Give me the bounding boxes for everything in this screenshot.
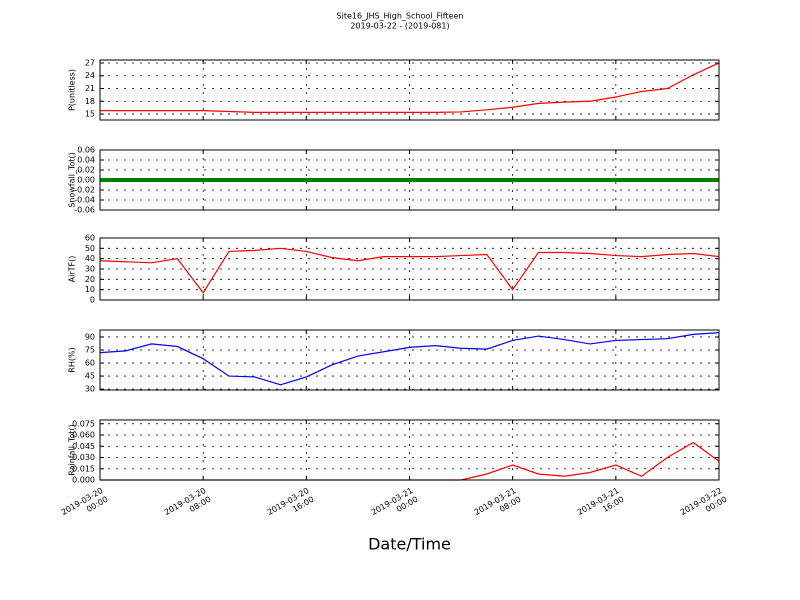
y-tick-label: -0.06 [74, 206, 95, 215]
y-tick-label: 0.000 [72, 476, 95, 485]
y-axis-label: Rainfall_Tot() [68, 424, 77, 476]
y-tick-label: 15 [85, 110, 95, 119]
data-line [99, 247, 720, 294]
y-axis-label: AirTF() [68, 256, 77, 283]
y-tick-label: 45 [85, 372, 95, 381]
y-tick-label: 0.030 [72, 453, 95, 462]
y-tick-label: -0.04 [74, 196, 95, 205]
y-tick-label: 0.04 [77, 156, 95, 165]
y-tick-label: 30 [85, 385, 95, 394]
y-axis-label: RH(%) [68, 347, 77, 372]
y-tick-label: 50 [85, 244, 95, 253]
y-tick-label: 0.02 [77, 166, 95, 175]
axes-frame [99, 59, 720, 121]
y-tick-label: 0.06 [77, 146, 95, 155]
y-tick-label: 18 [85, 97, 95, 106]
chart-title: Site16_JHS_High_School_Fifteen [337, 12, 464, 21]
y-tick-label: 0.075 [72, 419, 95, 428]
y-tick-label: 0.045 [72, 442, 95, 451]
y-tick-label: 40 [85, 254, 95, 263]
axes-frame [99, 329, 720, 391]
chart-subtitle: 2019-03-22 - (2019-081) [350, 22, 449, 31]
axes-frame [99, 419, 720, 481]
data-line [100, 62, 720, 113]
y-axis-label: Snowfall_Tot() [68, 152, 77, 208]
y-tick-label: 24 [85, 71, 95, 80]
y-tick-label: 0 [90, 296, 95, 305]
y-tick-label: -0.02 [74, 186, 95, 195]
axes-frame [99, 237, 720, 301]
y-tick-label: 21 [85, 84, 95, 93]
data-line [99, 332, 720, 386]
y-tick-label: 60 [85, 359, 95, 368]
y-tick-label: 90 [85, 332, 95, 341]
y-tick-label: 30 [85, 265, 95, 274]
y-tick-label: 60 [85, 234, 95, 243]
y-tick-label: 27 [85, 58, 95, 67]
y-tick-label: 0.015 [72, 464, 95, 473]
y-tick-label: 0.060 [72, 431, 95, 440]
x-axis-label: Date/Time [368, 535, 451, 554]
y-tick-label: 20 [85, 275, 95, 284]
y-tick-label: 0.00 [77, 176, 95, 185]
axes-frame [99, 149, 720, 211]
y-axis-label: P(unitless) [68, 69, 77, 111]
y-tick-label: 75 [85, 346, 95, 355]
y-tick-label: 10 [85, 285, 95, 294]
